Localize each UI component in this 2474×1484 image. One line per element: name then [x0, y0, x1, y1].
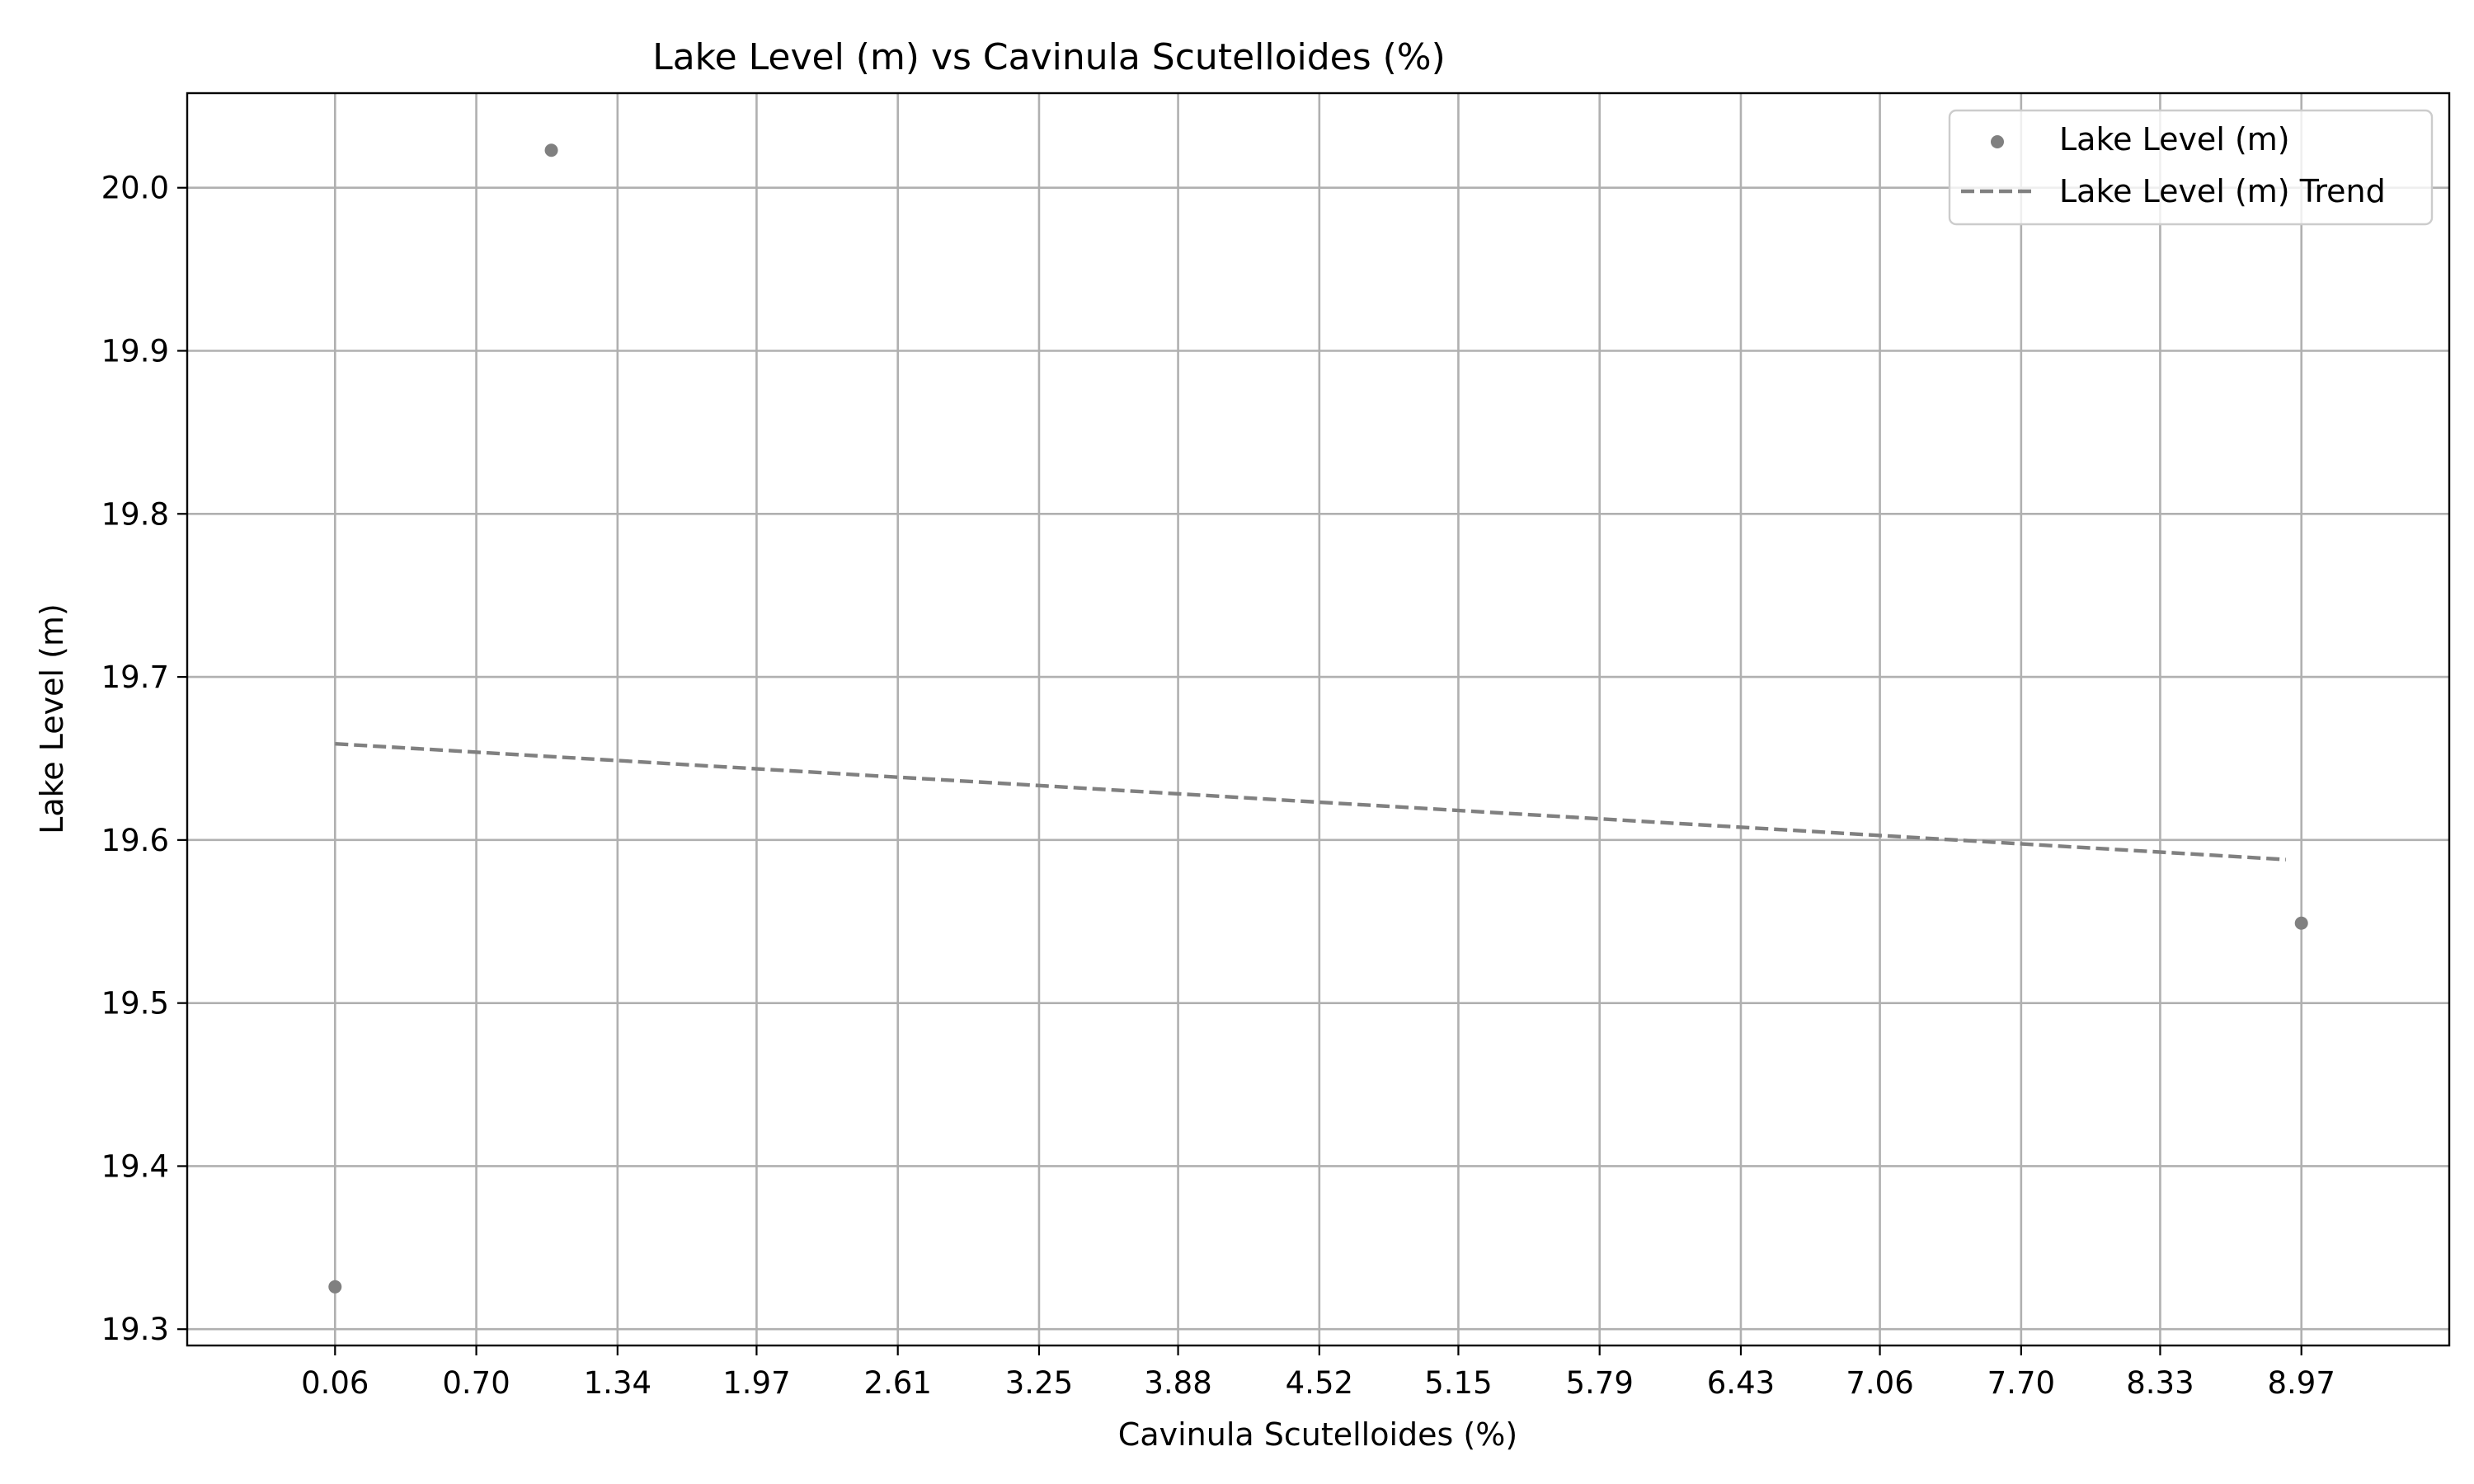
scatter-point	[328, 1280, 342, 1294]
scatter-point	[544, 143, 558, 157]
trend-line-layer	[335, 741, 2287, 862]
x-tick-label: 0.70	[442, 1365, 510, 1401]
x-tick-label: 3.25	[1005, 1365, 1073, 1401]
grid-lines	[187, 93, 2449, 1345]
y-tick-label: 19.7	[101, 660, 169, 695]
y-axis-ticks: 19.3 19.4 19.5 19.6 19.7 19.8 19.9 20.0	[101, 171, 187, 1347]
y-axis-label: Lake Level (m)	[34, 603, 70, 834]
plot-frame	[186, 92, 2451, 1347]
y-tick-label: 19.5	[101, 986, 169, 1021]
legend: Lake Level (m) Lake Level (m) Trend	[1948, 109, 2434, 226]
x-tick-label: 3.88	[1144, 1365, 1211, 1401]
chart-title: Lake Level (m) vs Cavinula Scutelloides …	[652, 36, 1446, 78]
y-tick-label: 20.0	[101, 171, 169, 206]
scatter-point	[2294, 916, 2308, 930]
x-tick-label: 2.61	[864, 1365, 932, 1401]
x-tick-label: 1.97	[722, 1365, 790, 1401]
y-tick-label: 19.6	[101, 823, 169, 858]
x-tick-label: 5.15	[1424, 1365, 1492, 1401]
x-tick-label: 8.33	[2126, 1365, 2194, 1401]
legend-box	[1948, 109, 2434, 226]
x-tick-label: 1.34	[584, 1365, 651, 1401]
x-tick-label: 8.97	[2268, 1365, 2335, 1401]
legend-label-scatter: Lake Level (m)	[2059, 121, 2290, 157]
y-tick-label: 19.3	[101, 1312, 169, 1347]
y-tick-label: 19.4	[101, 1148, 169, 1184]
x-tick-label: 5.79	[1566, 1365, 1634, 1401]
legend-scatter-marker	[1991, 135, 2004, 148]
trend-line	[335, 741, 2287, 862]
x-tick-label: 0.06	[301, 1365, 369, 1401]
y-tick-label: 19.8	[101, 496, 169, 532]
x-axis-ticks: 0.06 0.70 1.34 1.97 2.61 3.25 3.88 4.52 5.15 5.79…	[301, 1345, 2335, 1401]
x-tick-label: 6.43	[1707, 1365, 1775, 1401]
x-tick-label: 7.70	[1987, 1365, 2055, 1401]
x-tick-label: 4.52	[1286, 1365, 1353, 1401]
x-axis-label: Cavinula Scutelloides (%)	[1118, 1416, 1517, 1453]
x-tick-label: 7.06	[1846, 1365, 1913, 1401]
scatter-points-layer	[328, 143, 2308, 1294]
y-tick-label: 19.9	[101, 334, 169, 369]
legend-label-trend: Lake Level (m) Trend	[2059, 173, 2386, 209]
